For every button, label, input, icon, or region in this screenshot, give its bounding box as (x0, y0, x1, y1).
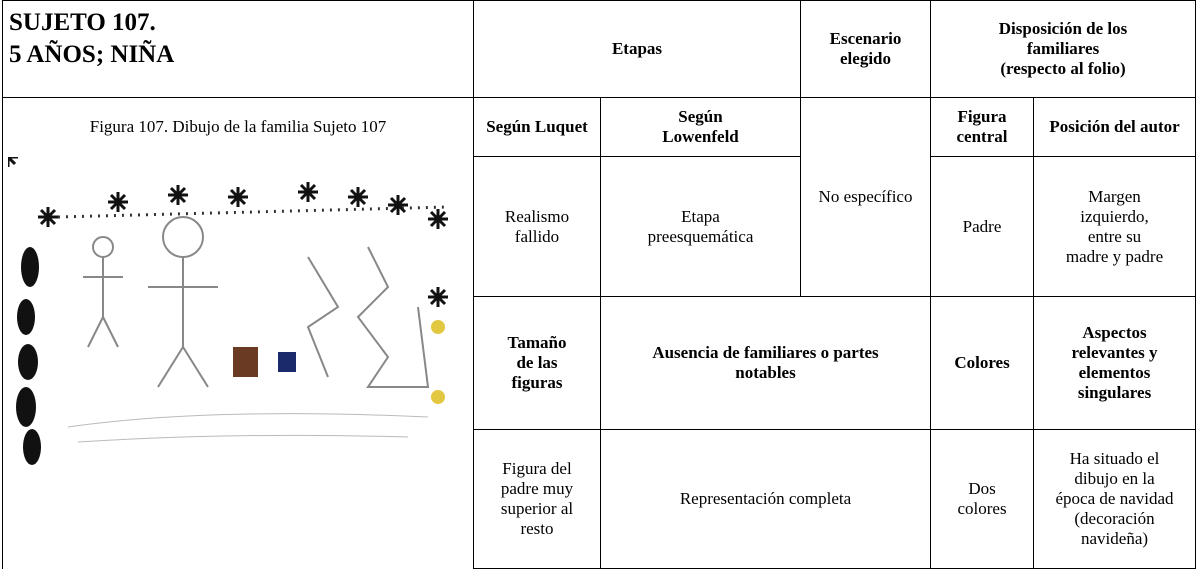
family-drawing (0, 146, 450, 465)
figures (83, 215, 430, 388)
text: Dos colores (957, 479, 1007, 518)
aspectos-value: Ha situado el dibujo en la época de navi… (1033, 429, 1196, 569)
subject-header: SUJETO 107. 5 AÑOS; NIÑA (2, 0, 474, 98)
luquet-header: Según Luquet (473, 97, 601, 157)
text: Tamaño de las figuras (507, 333, 567, 392)
text: Aspectos relevantes y elementos singular… (1071, 323, 1158, 402)
blue-figure (278, 351, 296, 372)
yellow-star (431, 319, 445, 334)
figura-central-value: Padre (930, 156, 1035, 297)
disposicion-header: Disposición de los familiares (respecto a… (930, 0, 1196, 98)
text: Ha situado el dibujo en la época de navi… (1055, 449, 1174, 548)
left-border (16, 246, 41, 465)
lowenfeld-header: Según Lowenfeld (599, 97, 802, 157)
colores-value: Dos colores (930, 429, 1035, 569)
text: Etapa preesquemática (647, 206, 754, 246)
caption-cell: Figura 107. Dibujo de la familia Sujeto … (2, 97, 474, 157)
posicion-value: Margen izquierdo, entre su madre y padre (1033, 156, 1196, 297)
etapas-header: Etapas (472, 0, 802, 98)
text: Figura central (956, 107, 1008, 146)
posicion-header: Posición del autor (1033, 97, 1196, 157)
lowenfeld-value: Etapa preesquemática (599, 156, 802, 297)
text: Figura del padre muy superior al resto (500, 459, 574, 538)
text: (respecto al folio) (1000, 59, 1126, 78)
aspectos-header: Aspectos relevantes y elementos singular… (1033, 296, 1196, 430)
text: Según Luquet (486, 117, 588, 136)
yellow-star (431, 389, 445, 404)
ground (67, 412, 429, 442)
colores-header: Colores (930, 296, 1035, 430)
text: Posición del autor (1049, 117, 1180, 136)
text: No específico (818, 187, 913, 206)
ausencia-value: Representación completa (599, 429, 932, 569)
tamano-value: Figura del padre muy superior al resto (473, 429, 601, 569)
figura-central-header: Figura central (930, 97, 1035, 157)
brown-figure (233, 346, 258, 377)
text: Representación completa (679, 489, 852, 508)
ausencia-header: Ausencia de familiares o partes notables (599, 296, 932, 430)
text: Según Lowenfeld (662, 107, 739, 146)
subject-title: SUJETO 107. (9, 9, 156, 36)
text: Escenario elegido (829, 29, 902, 68)
drawing-cell (0, 146, 474, 569)
luquet-value: Realismo fallido (473, 156, 601, 297)
text: Colores (954, 353, 1010, 372)
tamano-header: Tamaño de las figuras (473, 296, 601, 430)
decor (0, 146, 450, 308)
text: Padre (962, 216, 1002, 236)
escenario-value: No específico (800, 97, 932, 297)
text: Etapas (611, 39, 663, 58)
text: Ausencia de familiares o partes notables (652, 343, 879, 382)
figure-caption: Figura 107. Dibujo de la familia Sujeto … (89, 117, 387, 137)
escenario-header: Escenario elegido (800, 0, 932, 98)
text: Margen izquierdo, entre su madre y padre (1065, 186, 1164, 266)
text: Realismo fallido (504, 206, 570, 246)
subject-age: 5 AÑOS; NIÑA (9, 41, 175, 68)
text: Disposición de los familiares (998, 19, 1128, 58)
